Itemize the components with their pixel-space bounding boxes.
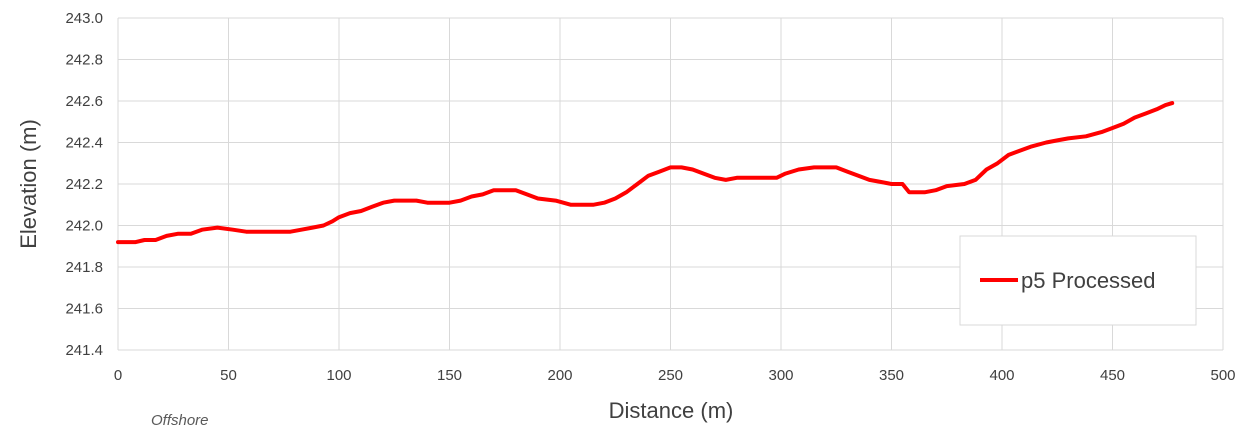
legend-label: p5 Processed [1021,268,1156,293]
x-tick-label: 150 [437,367,462,384]
legend: p5 Processed [959,235,1197,326]
y-tick-label: 241.4 [65,342,103,359]
series-line-p5-processed [116,101,1175,245]
y-tick-label: 243.0 [65,10,103,27]
gridlines [117,17,1224,351]
x-tick-label: 500 [1210,367,1235,384]
y-axis-title: Elevation (m) [16,119,41,249]
x-tick-labels: 0 50 100 150 200 250 300 350 400 450 500 [114,367,1236,384]
y-tick-label: 241.8 [65,259,103,276]
x-axis-title: Distance (m) [609,398,734,423]
y-tick-label: 242.4 [65,135,103,152]
x-tick-label: 450 [1100,367,1125,384]
y-tick-label: 242.6 [65,93,103,110]
x-tick-label: 400 [989,367,1014,384]
x-tick-label: 100 [326,367,351,384]
x-tick-label: 0 [114,367,122,384]
offshore-annotation: Offshore [151,412,209,429]
x-tick-label: 300 [768,367,793,384]
y-tick-labels: 241.4 241.6 241.8 242.0 242.2 242.4 242.6 242.8… [65,10,103,359]
series-layer [116,101,1175,245]
x-tick-label: 200 [547,367,572,384]
x-tick-label: 50 [220,367,237,384]
y-tick-label: 242.0 [65,218,103,235]
x-tick-label: 250 [658,367,683,384]
y-tick-label: 241.6 [65,301,103,318]
y-tick-label: 242.8 [65,52,103,69]
y-tick-label: 242.2 [65,176,103,193]
x-tick-label: 350 [879,367,904,384]
